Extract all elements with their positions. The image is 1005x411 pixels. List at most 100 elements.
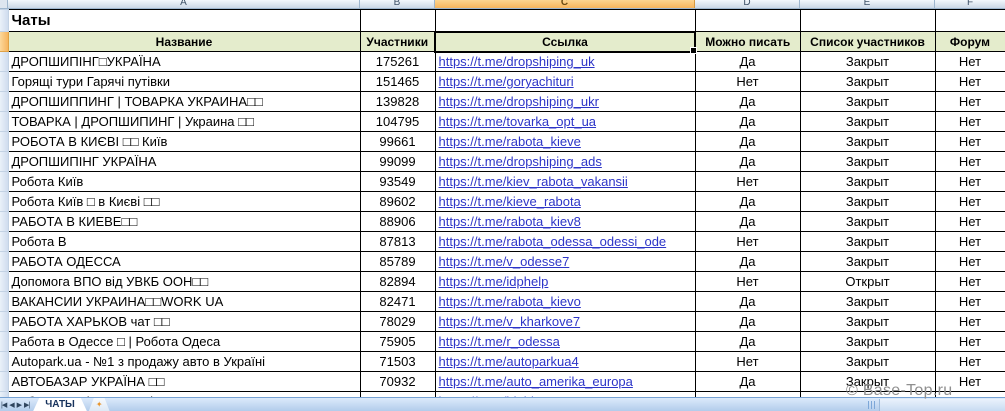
cell-participants[interactable]: 70932 [359,371,436,392]
cell-forum[interactable]: Нет [934,151,1005,172]
cell-link[interactable]: https://t.me/rabota_kieve [434,131,696,152]
cell-member-list[interactable]: Закрыт [799,191,936,212]
cell-participants[interactable]: 139828 [359,91,436,112]
cell-member-list[interactable]: Закрыт [799,311,936,332]
cell-member-list[interactable]: Закрыт [799,51,936,72]
cell-forum[interactable]: Нет [934,171,1005,192]
cell-can-write[interactable]: Да [694,51,801,72]
cell-forum[interactable]: Нет [934,291,1005,312]
cell-can-write[interactable]: Да [694,291,801,312]
cell-link[interactable]: https://t.me/dropshiping_uk [434,51,696,72]
cell-forum[interactable]: Нет [934,371,1005,392]
column-header-E[interactable]: E [800,0,935,8]
cell-participants[interactable]: 93549 [359,171,436,192]
column-header-F[interactable]: F [966,0,974,8]
selection-fill-handle[interactable] [690,46,697,54]
empty-cell[interactable] [434,9,696,32]
telegram-link[interactable]: https://t.me/dropshiping_ukr [438,94,599,109]
cell-can-write[interactable]: Да [694,191,801,212]
sheet-title-cell[interactable]: Чаты [7,9,361,32]
cell-link[interactable]: https://t.me/dropshiping_ukr [434,91,696,112]
column-header-C[interactable]: C [435,0,695,8]
cell-member-list[interactable]: Закрыт [799,251,936,272]
prev-sheet-icon[interactable]: ◀ [9,401,14,409]
cell-link[interactable]: https://t.me/rabota_kievo [434,291,696,312]
row-header[interactable] [0,151,9,172]
horizontal-scrollbar[interactable] [879,399,1005,411]
cell-chat-name[interactable]: ТОВАРКА | ДРОПШИПИНГ | Украина □□ [7,111,361,132]
telegram-link[interactable]: https://t.me/rabota_kiev8 [438,214,581,229]
cell-participants[interactable]: 82894 [359,271,436,292]
telegram-link[interactable]: https://t.me/idphelp [438,274,549,289]
cell-chat-name[interactable]: РАБОТА В КИЕВЕ□□ [7,211,361,232]
cell-member-list[interactable]: Закрыт [799,331,936,352]
sheet-tab-chaty[interactable]: ЧАТЫ [33,398,87,411]
cell-can-write[interactable]: Нет [694,171,801,192]
cell-forum[interactable]: Нет [934,271,1005,292]
cell-chat-name[interactable]: Робота В [7,231,361,252]
row-header[interactable] [0,171,9,192]
cell-participants[interactable]: 151465 [359,71,436,92]
column-header-D[interactable]: D [695,0,800,8]
cell-participants[interactable]: 85789 [359,251,436,272]
cell-member-list[interactable]: Закрыт [799,351,936,372]
cell-member-list[interactable]: Закрыт [799,91,936,112]
cell-forum[interactable]: Нет [934,111,1005,132]
cell-can-write[interactable]: Да [694,251,801,272]
column-header-participants[interactable]: Участники [359,31,436,52]
row-header[interactable] [0,191,9,212]
row-header[interactable] [0,371,9,392]
empty-cell[interactable] [934,9,1005,32]
telegram-link[interactable]: https://t.me/v_kharkove7 [438,314,581,329]
cell-link[interactable]: https://t.me/dropshiping_ads [434,151,696,172]
column-header-member-list[interactable]: Список участников [799,31,936,52]
cell-can-write[interactable]: Да [694,151,801,172]
cell-participants[interactable]: 87813 [359,231,436,252]
cell-participants[interactable]: 88906 [359,211,436,232]
tab-scrollbar-splitter[interactable] [868,401,877,409]
cell-link[interactable]: https://t.me/tovarka_opt_ua [434,111,696,132]
telegram-link[interactable]: https://t.me/v_odesse7 [438,254,570,269]
row-header[interactable] [0,311,9,332]
cell-member-list[interactable]: Закрыт [799,231,936,252]
cell-participants[interactable]: 82471 [359,291,436,312]
cell-participants[interactable]: 99661 [359,131,436,152]
cell-can-write[interactable]: Нет [694,351,801,372]
row-header[interactable] [0,231,9,252]
first-sheet-icon[interactable]: |◀ [1,401,7,409]
cell-forum[interactable]: Нет [934,351,1005,372]
cell-chat-name[interactable]: ДРОПШИППИНГ | ТОВАРКА УКРАИНА□□ [7,91,361,112]
cell-forum[interactable]: Нет [934,91,1005,112]
cell-chat-name[interactable]: Допомога ВПО від УВКБ ООН□□ [7,271,361,292]
column-header-name[interactable]: Название [7,31,361,52]
cell-chat-name[interactable]: РАБОТА ОДЕССА [7,251,361,272]
cell-can-write[interactable]: Да [694,371,801,392]
cell-participants[interactable]: 78029 [359,311,436,332]
column-header-can-write[interactable]: Можно писать [694,31,801,52]
cell-chat-name[interactable]: ДРОПШИПІНГ□УКРАЇНА [7,51,361,72]
empty-cell[interactable] [694,9,801,32]
column-header-B[interactable]: B [360,0,435,8]
cell-link[interactable]: https://t.me/r_odessa [434,331,696,352]
cell-forum[interactable]: Нет [934,231,1005,252]
cell-forum[interactable]: Нет [934,331,1005,352]
cell-participants[interactable]: 71503 [359,351,436,372]
cell-member-list[interactable]: Закрыт [799,151,936,172]
insert-worksheet-icon[interactable]: ✦ [89,398,110,411]
cell-can-write[interactable]: Да [694,331,801,352]
column-header-link-selected[interactable]: Ссылка [434,30,697,54]
row-header[interactable] [0,131,9,152]
cell-can-write[interactable]: Да [694,211,801,232]
column-header-forum[interactable]: Форум [934,31,1005,52]
cell-member-list[interactable]: Закрыт [799,171,936,192]
cell-chat-name[interactable]: Autopark.ua - №1 з продажу авто в Україн… [7,351,361,372]
column-header-A[interactable]: A [8,0,360,8]
row-header[interactable] [0,71,9,92]
telegram-link[interactable]: https://t.me/dropshiping_ads [438,154,602,169]
cell-link[interactable]: https://t.me/kiev_rabota_vakansii [434,171,696,192]
cell-chat-name[interactable]: ВАКАНСИИ УКРАИНА□□WORK UA [7,291,361,312]
telegram-link[interactable]: https://t.me/kiev_rabota_vakansii [438,174,628,189]
cell-member-list[interactable]: Закрыт [799,211,936,232]
row-header[interactable] [0,331,9,352]
telegram-link[interactable]: https://t.me/dropshiping_uk [438,54,595,70]
